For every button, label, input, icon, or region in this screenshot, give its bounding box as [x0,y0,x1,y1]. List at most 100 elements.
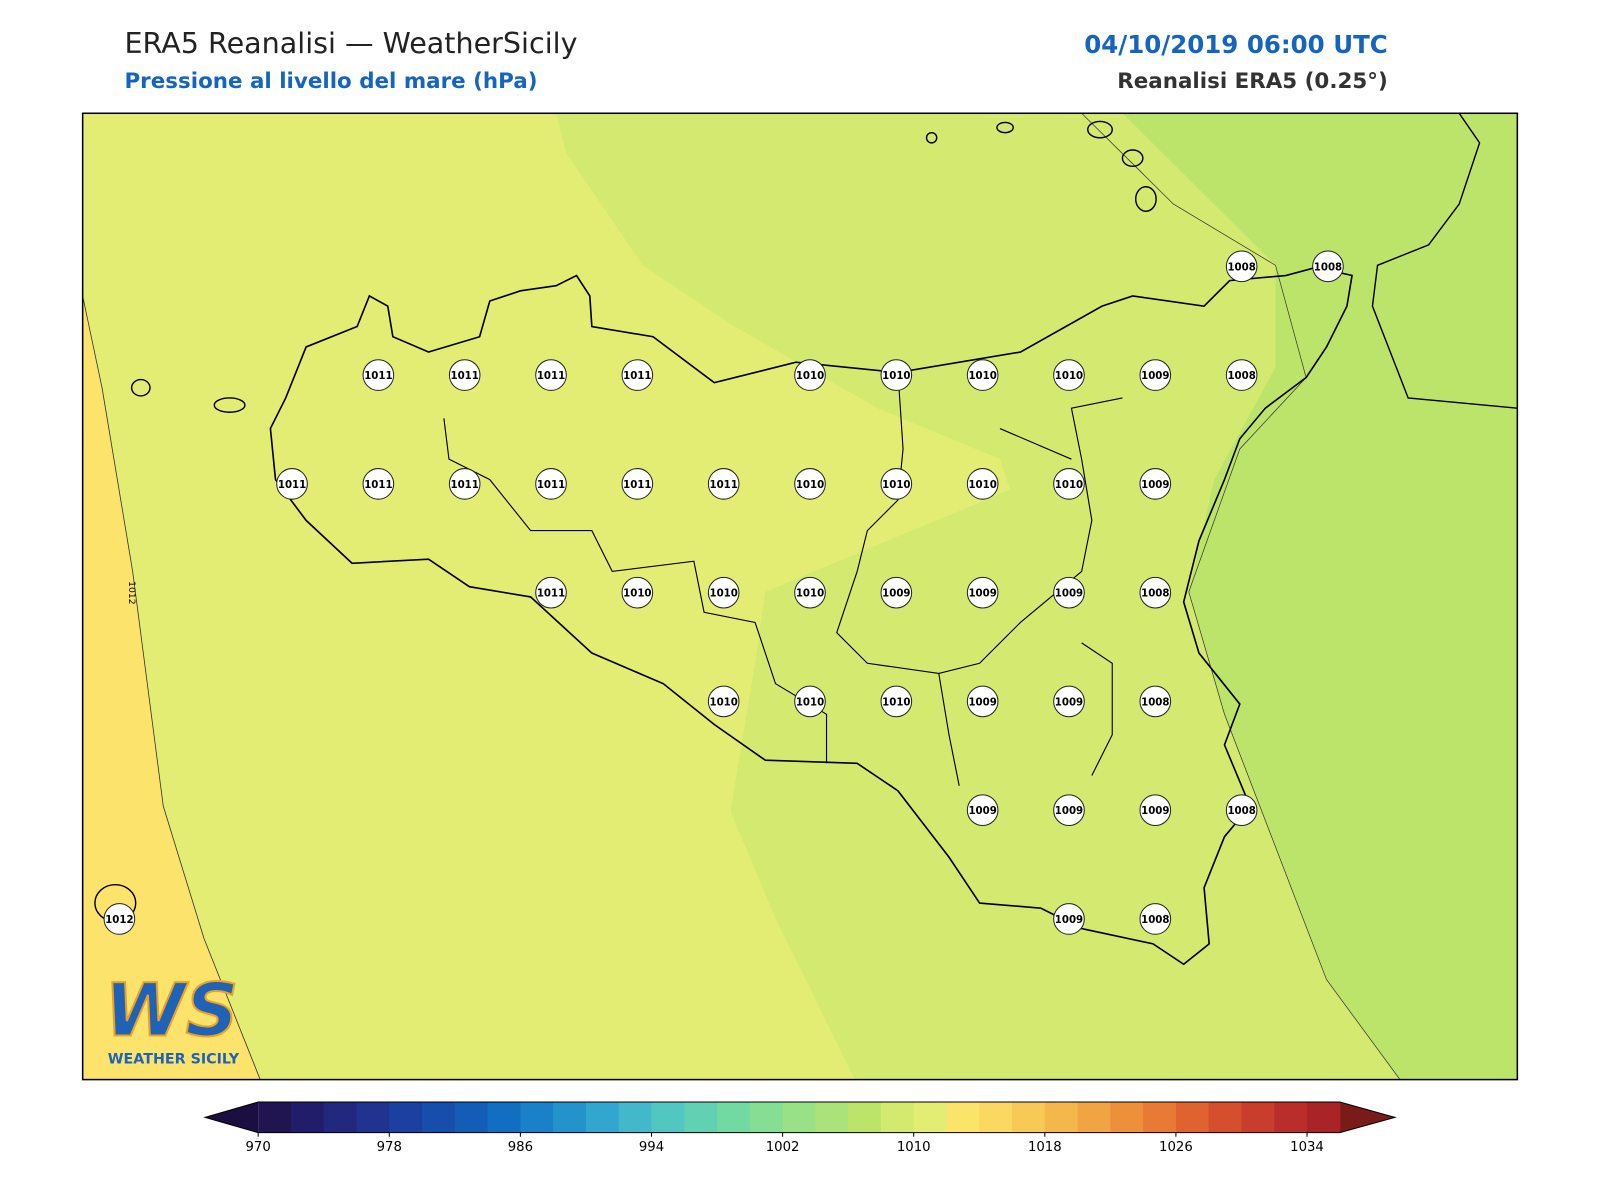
station-value: 1010 [882,480,910,491]
station-marker [794,685,826,718]
station-marker [1225,359,1258,391]
station-value: 1011 [537,589,565,600]
station-value: 1011 [623,371,651,382]
colorbar-bin [618,1102,652,1133]
station-value: 1010 [882,371,910,382]
colorbar-bin [1175,1102,1210,1133]
station-marker [794,468,826,500]
colorbar-bin [1110,1102,1144,1133]
colorbar-bin [356,1102,390,1133]
station-marker [103,903,136,935]
station-marker [535,359,567,391]
title: ERA5 Reanalisi — WeatherSicily [124,26,577,60]
station-value: 1010 [1055,371,1083,382]
station-value: 1009 [1055,915,1083,926]
colorbar-tick-label: 986 [508,1140,533,1155]
colorbar-over [1339,1102,1395,1133]
logo-mark: WS [104,969,238,1054]
station-value: 1008 [1141,915,1169,926]
station-value: 1010 [968,371,996,382]
station-marker [362,359,395,391]
station-marker [362,468,395,500]
station-marker [1139,903,1172,935]
colorbar-bin [323,1102,358,1133]
station-value: 1011 [623,480,651,491]
station-value: 1009 [1055,589,1083,600]
subtitle: Pressione al livello del mare (hPa) [124,69,537,94]
colorbar-bin [815,1102,849,1133]
station-value: 1010 [709,589,737,600]
station-value: 1009 [1055,697,1083,708]
station-marker [966,685,999,718]
station-value: 1009 [968,697,996,708]
station-marker [1312,250,1344,283]
station-value: 1009 [1141,806,1169,817]
colorbar-bin [782,1102,816,1133]
colorbar-bin [717,1102,751,1133]
station-marker [535,468,567,500]
station-value: 1011 [537,371,565,382]
station-marker [794,359,826,391]
colorbar: 970 978 986 994 1002 1010 1018 1026 1034 [203,1101,1397,1155]
station-marker [1053,468,1085,500]
station-value: 1008 [1314,262,1342,273]
colorbar-tick-label: 1018 [1028,1140,1062,1155]
colorbar-bin [389,1102,423,1133]
station-marker [1139,576,1172,609]
colorbar-bin [1208,1102,1242,1133]
station-value: 1010 [796,697,824,708]
station-marker [1053,685,1085,718]
station-marker [707,685,740,718]
station-value: 1010 [882,697,910,708]
station-labels: 1008 1008 1011 1011 1011 1011 1010 1010 1010 1010… [103,250,1344,935]
station-marker [1053,903,1085,935]
station-marker [1053,576,1085,609]
station-marker [966,794,999,827]
station-marker [880,576,913,609]
logo-name: WEATHER SICILY [108,1051,240,1067]
station-marker [880,359,913,391]
colorbar-bin [1307,1102,1341,1133]
station-value: 1012 [105,915,133,926]
station-marker [1053,359,1085,391]
colorbar-bin [1012,1102,1046,1133]
station-marker [1139,468,1172,500]
station-marker [1139,685,1172,718]
province-borders [443,372,1123,786]
station-value: 1008 [1227,262,1255,273]
station-marker [621,359,654,391]
station-value: 1010 [796,480,824,491]
station-value: 1011 [537,480,565,491]
station-marker [1139,359,1172,391]
colorbar-bin [1241,1102,1275,1133]
colorbar-bin [454,1102,489,1133]
colorbar-bin [1143,1102,1177,1133]
station-marker [794,576,826,609]
colorbar-tick-label: 1002 [766,1140,800,1155]
colorbar-bin [258,1102,292,1133]
colorbar-bin [487,1102,521,1133]
station-marker [707,468,740,500]
colorbar-tick-label: 994 [639,1140,664,1155]
station-value: 1010 [709,697,737,708]
field-1006 [1122,113,1518,1080]
colorbar-bin [979,1102,1013,1133]
station-marker [1139,794,1172,827]
station-value: 1011 [364,480,392,491]
station-marker [448,359,481,391]
colorbar-bin [880,1102,915,1133]
colorbar-bin [1077,1102,1111,1133]
station-marker [707,576,740,609]
colorbar-bin [553,1102,587,1133]
station-value: 1010 [968,480,996,491]
colorbar-tick-label: 1034 [1290,1140,1324,1155]
station-marker [621,576,654,609]
station-value: 1010 [796,589,824,600]
map: 1012 1008 1008 1011 1011 1011 1011 1010 1010 101… [82,113,1518,1080]
calabria-coast [1371,113,1518,409]
station-value: 1009 [968,589,996,600]
station-marker [880,685,913,718]
station-value: 1011 [451,480,479,491]
colorbar-bin [749,1102,784,1133]
station-value: 1009 [1055,806,1083,817]
